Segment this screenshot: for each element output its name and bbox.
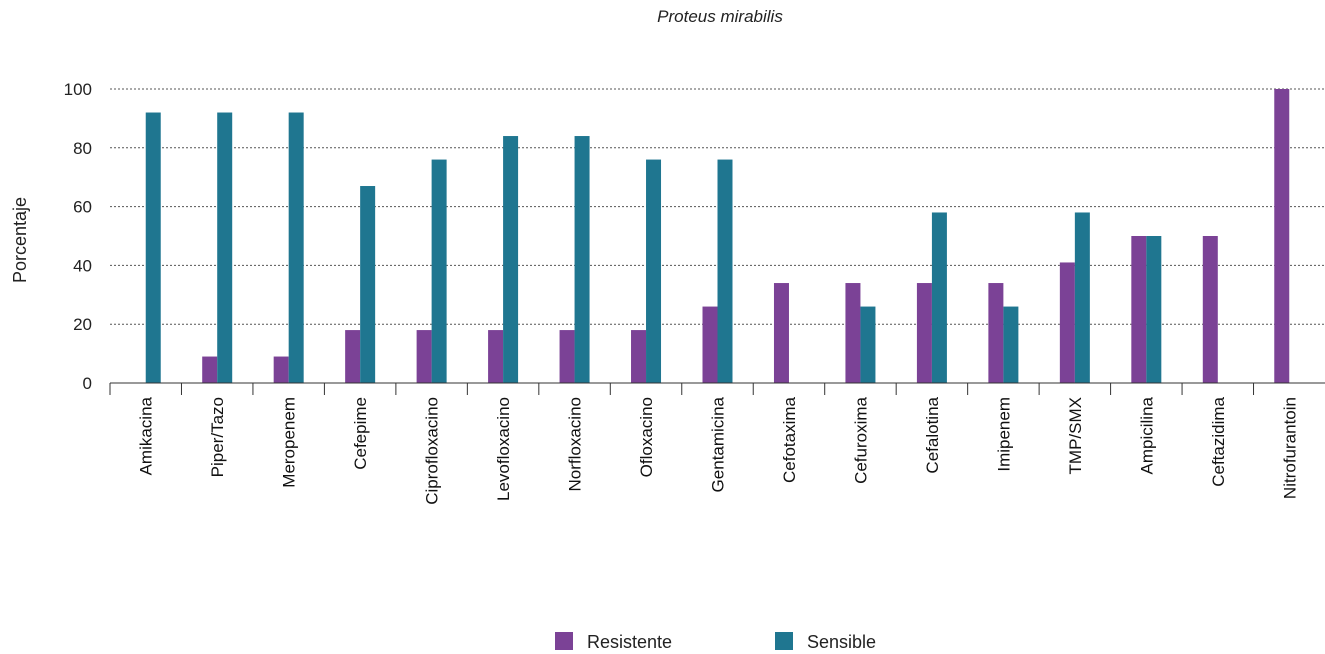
x-axis xyxy=(110,383,1325,395)
x-category-label: Nitrofurantoin xyxy=(1280,397,1299,499)
x-category-label: Ceftazidima xyxy=(1209,396,1228,486)
x-category-label: Meropenem xyxy=(280,397,299,488)
x-category-label: Ampicilina xyxy=(1137,396,1156,474)
y-axis-ticks: 0 20 40 60 80 100 xyxy=(64,80,92,393)
bar-sensible xyxy=(575,136,590,383)
bar-sensible xyxy=(932,212,947,383)
x-category-label: Imipenem xyxy=(994,397,1013,472)
bar-sensible xyxy=(217,113,232,383)
bar-sensible xyxy=(432,160,447,383)
x-category-label: Piper/Tazo xyxy=(208,397,227,477)
x-axis-categories: Amikacina Piper/Tazo Meropenem Cefepime Cipr… xyxy=(137,396,1300,504)
x-category-label: Ofloxacino xyxy=(637,397,656,477)
bar-resistente xyxy=(488,330,503,383)
bar-resistente xyxy=(1274,89,1289,383)
bar-resistente xyxy=(560,330,575,383)
legend: Resistente Sensible xyxy=(555,632,876,652)
y-tick-label: 0 xyxy=(83,374,92,393)
x-category-label: Cefalotina xyxy=(923,396,942,473)
bar-sensible xyxy=(718,160,733,383)
y-tick-label: 60 xyxy=(73,198,92,217)
bar-sensible xyxy=(1075,212,1090,383)
x-category-label: Cefuroxima xyxy=(851,396,870,483)
x-category-label: Norfloxacino xyxy=(566,397,585,492)
bar-sensible xyxy=(1146,236,1161,383)
x-category-label: Amikacina xyxy=(137,396,156,475)
legend-swatch-sensible xyxy=(775,632,793,650)
y-tick-label: 20 xyxy=(73,315,92,334)
bar-sensible xyxy=(289,113,304,383)
bar-resistente xyxy=(202,357,217,383)
bars xyxy=(146,89,1290,383)
x-category-label: Levofloxacino xyxy=(494,397,513,501)
bar-resistente xyxy=(845,283,860,383)
x-category-label: TMP/SMX xyxy=(1066,397,1085,474)
x-category-label: Cefotaxima xyxy=(780,396,799,483)
bar-sensible xyxy=(646,160,661,383)
bar-resistente xyxy=(345,330,360,383)
bar-resistente xyxy=(917,283,932,383)
bar-resistente xyxy=(1060,262,1075,383)
chart-title: Proteus mirabilis xyxy=(657,7,783,26)
bar-sensible xyxy=(360,186,375,383)
y-axis-label: Porcentaje xyxy=(10,197,30,283)
x-category-label: Cefepime xyxy=(351,397,370,470)
bar-sensible xyxy=(1003,307,1018,383)
x-category-label: Ciprofloxacino xyxy=(423,397,442,505)
y-tick-label: 100 xyxy=(64,80,92,99)
bar-sensible xyxy=(503,136,518,383)
bar-resistente xyxy=(631,330,646,383)
y-tick-label: 40 xyxy=(73,256,92,275)
bar-resistente xyxy=(774,283,789,383)
y-tick-label: 80 xyxy=(73,139,92,158)
bar-resistente xyxy=(417,330,432,383)
legend-label: Resistente xyxy=(587,632,672,652)
x-category-label: Gentamicina xyxy=(709,396,728,492)
legend-swatch-resistente xyxy=(555,632,573,650)
bar-resistente xyxy=(703,307,718,383)
bar-sensible xyxy=(146,113,161,383)
bar-resistente xyxy=(274,357,289,383)
bar-sensible xyxy=(860,307,875,383)
bar-resistente xyxy=(988,283,1003,383)
bar-resistente xyxy=(1131,236,1146,383)
bar-resistente xyxy=(1203,236,1218,383)
legend-label: Sensible xyxy=(807,632,876,652)
